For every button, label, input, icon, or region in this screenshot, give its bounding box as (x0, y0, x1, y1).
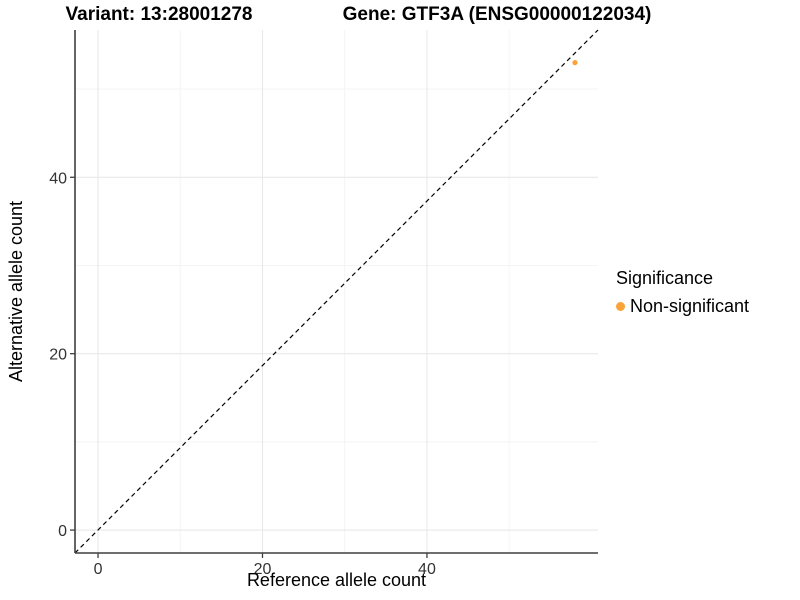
legend: Significance Non-significant (616, 268, 749, 317)
y-axis-title: Alternative allele count (6, 201, 26, 382)
identity-reference-line (74, 29, 599, 554)
legend-entry-label: Non-significant (630, 296, 750, 316)
x-tick-label: 20 (254, 561, 272, 578)
y-tick-label: 40 (49, 170, 67, 187)
x-tick-label: 40 (418, 561, 436, 578)
x-axis-title: Reference allele count (247, 570, 426, 590)
variant-title: Variant: 13:28001278 (65, 4, 253, 25)
gene-title: Gene: GTF3A (ENSG00000122034) (342, 4, 652, 25)
legend-entry: Non-significant (616, 296, 749, 317)
data-point (572, 60, 578, 66)
y-tick-label: 0 (58, 523, 67, 540)
legend-title: Significance (616, 268, 714, 288)
legend-key-dot (616, 302, 625, 311)
y-tick-label: 20 (49, 347, 67, 364)
x-tick-label: 0 (94, 561, 103, 578)
